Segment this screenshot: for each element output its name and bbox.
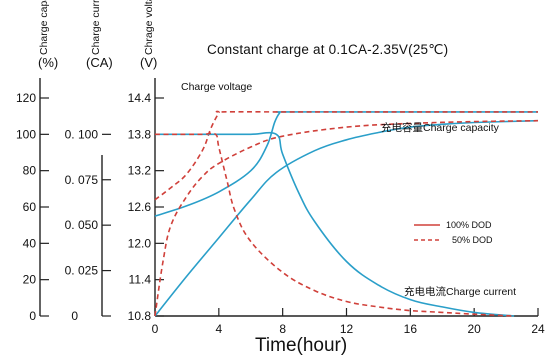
capacity-tick-label: 40 [23,236,37,250]
voltage-tick-label: 10.8 [128,309,152,323]
legend-label-50-dod: 50% DOD [452,235,493,245]
annotation-charge-current: 充电电流Charge current [404,285,516,298]
voltage-curve-100-dod [154,111,538,217]
voltage-tick-label: 12.0 [128,236,152,250]
voltage-axis-caption: Chrage voltage (V) [140,0,157,70]
time-tick-label: 20 [467,322,481,336]
time-tick-label: 16 [404,322,418,336]
current-axis-caption: Charge current (CA) [86,0,113,70]
voltage-tick-label: 12.6 [128,200,152,214]
current-curve-100-dod [155,131,515,317]
chart-curves [154,110,539,317]
current-axis-unit: (CA) [86,55,113,70]
current-axis-name: Charge current [90,0,102,55]
capacity-curve-100-dod [154,119,539,317]
capacity-axis-caption: Charge capacity (%) [38,0,58,70]
current-tick-label: 0 [71,309,78,323]
time-tick-label: 8 [279,322,286,336]
capacity-tick-label: 100 [16,127,36,141]
time-tick-label: 24 [531,322,545,336]
voltage-axis-unit: (V) [140,55,157,70]
time-tick-label: 0 [152,322,159,336]
capacity-tick-label: 20 [23,273,37,287]
capacity-curve-50-dod [154,119,539,317]
capacity-tick-label: 0 [29,309,36,323]
current-tick-label: 0. 025 [65,264,99,278]
annotation-charge-capacity: 充电容量Charge capacity [381,121,500,134]
capacity-tick-label: 120 [16,91,36,105]
capacity-tick-label: 80 [23,164,37,178]
time-tick-label: 4 [215,322,222,336]
current-curve-50-dod [155,132,515,317]
voltage-curve-50-dod [154,110,538,201]
chart-title: Constant charge at 0.1CA-2.35V(25℃) [207,42,448,57]
capacity-axis-unit: (%) [38,55,58,70]
legend: 100% DOD 50% DOD [414,220,493,245]
current-tick-label: 0. 100 [65,127,99,141]
annotation-charge-voltage: Charge voltage [181,81,252,93]
current-tick-label: 0. 075 [65,173,99,187]
x-axis-label: Time(hour) [255,335,347,356]
capacity-tick-label: 60 [23,200,37,214]
voltage-tick-label: 13.8 [128,127,152,141]
voltage-tick-label: 11.4 [129,273,152,287]
voltage-axis-name: Chrage voltage [143,0,155,55]
current-tick-label: 0. 050 [65,218,99,232]
legend-label-100-dod: 100% DOD [446,220,492,230]
voltage-tick-label: 13.2 [128,164,152,178]
time-tick-label: 12 [340,322,354,336]
capacity-axis-name: Charge capacity [38,0,50,55]
voltage-tick-label: 14.4 [128,91,152,105]
